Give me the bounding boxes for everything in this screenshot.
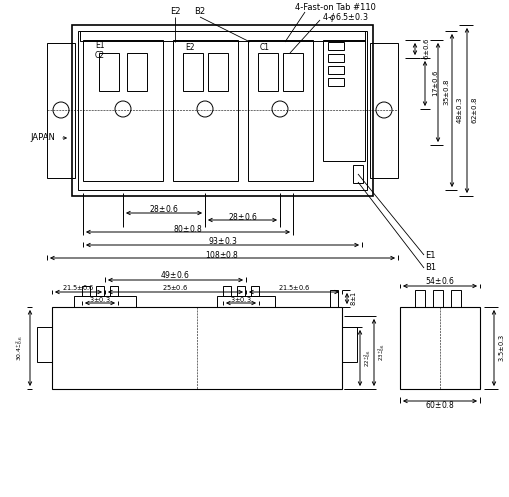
Text: E1: E1 (95, 42, 104, 51)
Bar (72, 25, 372, 196)
Text: C1: C1 (260, 44, 269, 53)
Text: 4-$\phi$6.5$\pm$0.3: 4-$\phi$6.5$\pm$0.3 (321, 10, 367, 23)
Text: 54$\pm$0.6: 54$\pm$0.6 (425, 275, 454, 286)
Text: 35$\pm$0.8: 35$\pm$0.8 (442, 79, 450, 106)
Text: 21.5$\pm$0.6: 21.5$\pm$0.6 (277, 283, 309, 293)
Text: 93$\pm$0.3: 93$\pm$0.3 (207, 236, 237, 247)
Bar (399, 307, 479, 389)
Text: 21.5$\pm$0.6: 21.5$\pm$0.6 (62, 283, 94, 293)
Text: B1: B1 (424, 263, 435, 272)
Bar (327, 78, 344, 86)
Text: 30.4$^{+2}_{-0.6}$: 30.4$^{+2}_{-0.6}$ (15, 335, 25, 361)
Bar (173, 40, 238, 181)
Text: 28$\pm$0.6: 28$\pm$0.6 (227, 211, 257, 222)
Text: 6$\pm$0.6: 6$\pm$0.6 (421, 37, 431, 61)
Text: 8$\pm$1: 8$\pm$1 (349, 290, 358, 306)
Text: 25$\pm$0.6: 25$\pm$0.6 (161, 283, 188, 293)
Text: 4-Fast-on Tab #110: 4-Fast-on Tab #110 (294, 2, 375, 11)
Bar (237, 286, 244, 296)
Bar (327, 54, 344, 62)
Bar (327, 42, 344, 50)
Bar (414, 290, 424, 307)
Bar (208, 53, 228, 91)
Text: 60$\pm$0.8: 60$\pm$0.8 (425, 400, 454, 411)
Bar (282, 53, 302, 91)
Bar (47, 43, 75, 178)
Text: 28$\pm$0.6: 28$\pm$0.6 (149, 203, 179, 215)
Text: B2: B2 (194, 7, 205, 16)
Bar (83, 40, 163, 181)
Text: E1: E1 (424, 250, 435, 259)
Bar (99, 53, 119, 91)
Bar (369, 43, 397, 178)
Bar (450, 290, 460, 307)
Bar (322, 40, 364, 161)
Bar (74, 296, 136, 307)
Bar (250, 286, 259, 296)
Text: 22$^{+2}_{-0.6}$: 22$^{+2}_{-0.6}$ (362, 349, 373, 367)
Text: 3$\pm$0.3: 3$\pm$0.3 (89, 295, 110, 304)
Bar (80, 31, 364, 41)
Bar (82, 286, 90, 296)
Text: 48$\pm$0.3: 48$\pm$0.3 (455, 96, 464, 124)
Text: 49$\pm$0.6: 49$\pm$0.6 (160, 269, 189, 280)
Bar (78, 31, 366, 190)
Text: 17$\pm$0.6: 17$\pm$0.6 (431, 70, 440, 97)
Bar (342, 327, 356, 362)
Bar (247, 40, 313, 181)
Bar (329, 290, 337, 307)
Bar (96, 286, 104, 296)
Text: 62$\pm$0.8: 62$\pm$0.8 (470, 96, 478, 124)
Bar (216, 296, 274, 307)
Text: E2: E2 (185, 44, 194, 53)
Text: JAPAN: JAPAN (30, 134, 55, 143)
Text: E2: E2 (169, 7, 180, 16)
Bar (432, 290, 442, 307)
Text: C2: C2 (95, 51, 105, 60)
Bar (37, 327, 52, 362)
Text: 23$^{+2}_{-0.6}$: 23$^{+2}_{-0.6}$ (376, 343, 387, 361)
Bar (110, 286, 118, 296)
Bar (183, 53, 203, 91)
Bar (258, 53, 277, 91)
Text: 80$\pm$0.8: 80$\pm$0.8 (173, 223, 202, 234)
Text: 3.5$\pm$0.3: 3.5$\pm$0.3 (496, 334, 505, 362)
Text: 3$\pm$0.3: 3$\pm$0.3 (230, 295, 251, 304)
Bar (127, 53, 147, 91)
Bar (352, 165, 362, 183)
Bar (52, 307, 342, 389)
Bar (327, 66, 344, 74)
Text: 108$\pm$0.8: 108$\pm$0.8 (205, 248, 239, 259)
Bar (222, 286, 231, 296)
